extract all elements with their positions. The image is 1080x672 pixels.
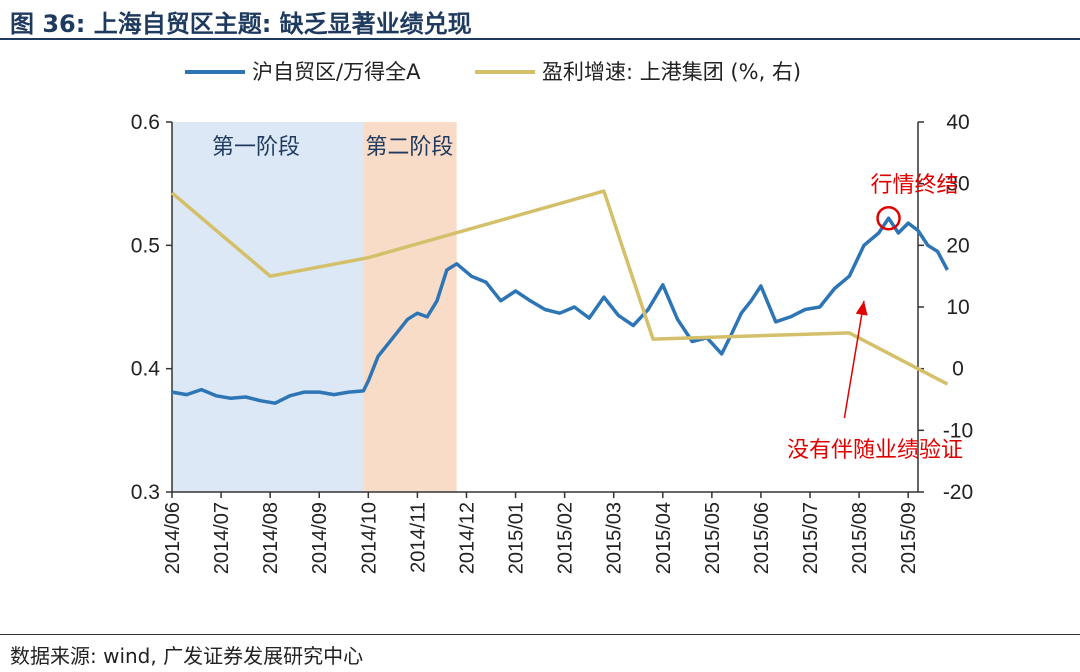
y-right-tick-label: -20: [943, 481, 973, 504]
y-left-tick-label: 0.3: [131, 481, 160, 504]
y-right-tick-label: 30: [946, 173, 969, 196]
x-tick-label: 2015/03: [604, 502, 626, 574]
x-tick-label: 2015/01: [506, 502, 528, 574]
phase-band-2: [363, 122, 457, 492]
x-tick-label: 2014/09: [309, 502, 331, 574]
annotation-arrow-head: [855, 300, 868, 316]
x-tick-label: 2014/12: [456, 502, 478, 574]
source-note: 数据来源: wind, 广发证券发展研究中心: [10, 644, 364, 668]
legend-label-2: 盈利增速: 上港集团 (%, 右): [542, 60, 801, 84]
series-line-2: [170, 189, 949, 386]
x-tick-label: 2014/11: [407, 502, 429, 573]
figure-title: 图 36: 上海自贸区主题: 缺乏显著业绩兑现: [10, 10, 472, 38]
y-right-tick-label: 40: [946, 111, 969, 134]
peak-marker-circle: [876, 205, 901, 231]
annotation-arrow-line: [843, 300, 865, 419]
y-right-tick-label: 0: [952, 358, 964, 381]
y-right-tick-label: 10: [946, 296, 969, 319]
x-tick-label: 2015/08: [849, 502, 871, 574]
x-tick-label: 2014/08: [260, 502, 282, 574]
source-divider: [0, 634, 1080, 635]
phase-label-2: 第二阶段: [365, 135, 453, 160]
x-tick-label: 2014/10: [358, 502, 380, 574]
y-left-tick-label: 0.6: [131, 111, 160, 134]
title-divider: [0, 38, 1080, 40]
y-left-tick-label: 0.5: [131, 234, 160, 257]
x-tick-label: 2015/02: [555, 502, 577, 574]
phase-band-1: [172, 122, 364, 492]
y-right-tick-label: 20: [946, 234, 969, 257]
x-tick-label: 2015/04: [653, 502, 675, 574]
x-tick-label: 2014/06: [162, 502, 184, 574]
phase-label-1: 第一阶段: [212, 135, 300, 160]
x-tick-label: 2015/07: [800, 502, 822, 574]
annotation-end-label: 行情终结: [871, 173, 959, 198]
y-right-tick-label: -10: [943, 419, 973, 442]
x-tick-label: 2015/09: [898, 502, 920, 574]
x-tick-label: 2015/06: [751, 502, 773, 574]
annotation-no-earnings-label: 没有伴随业绩验证: [787, 438, 963, 463]
y-left-tick-label: 0.4: [131, 358, 161, 381]
chart-area: 第一阶段 第二阶段 0.3 0.4 0.5 0.6 -20 -10 0 10 20 30 40 2014…: [131, 60, 973, 574]
legend-label-1: 沪自贸区/万得全A: [252, 60, 421, 84]
x-tick-label: 2015/05: [702, 502, 724, 574]
series-line-1: [171, 216, 949, 405]
x-tick-label: 2014/07: [211, 502, 233, 574]
